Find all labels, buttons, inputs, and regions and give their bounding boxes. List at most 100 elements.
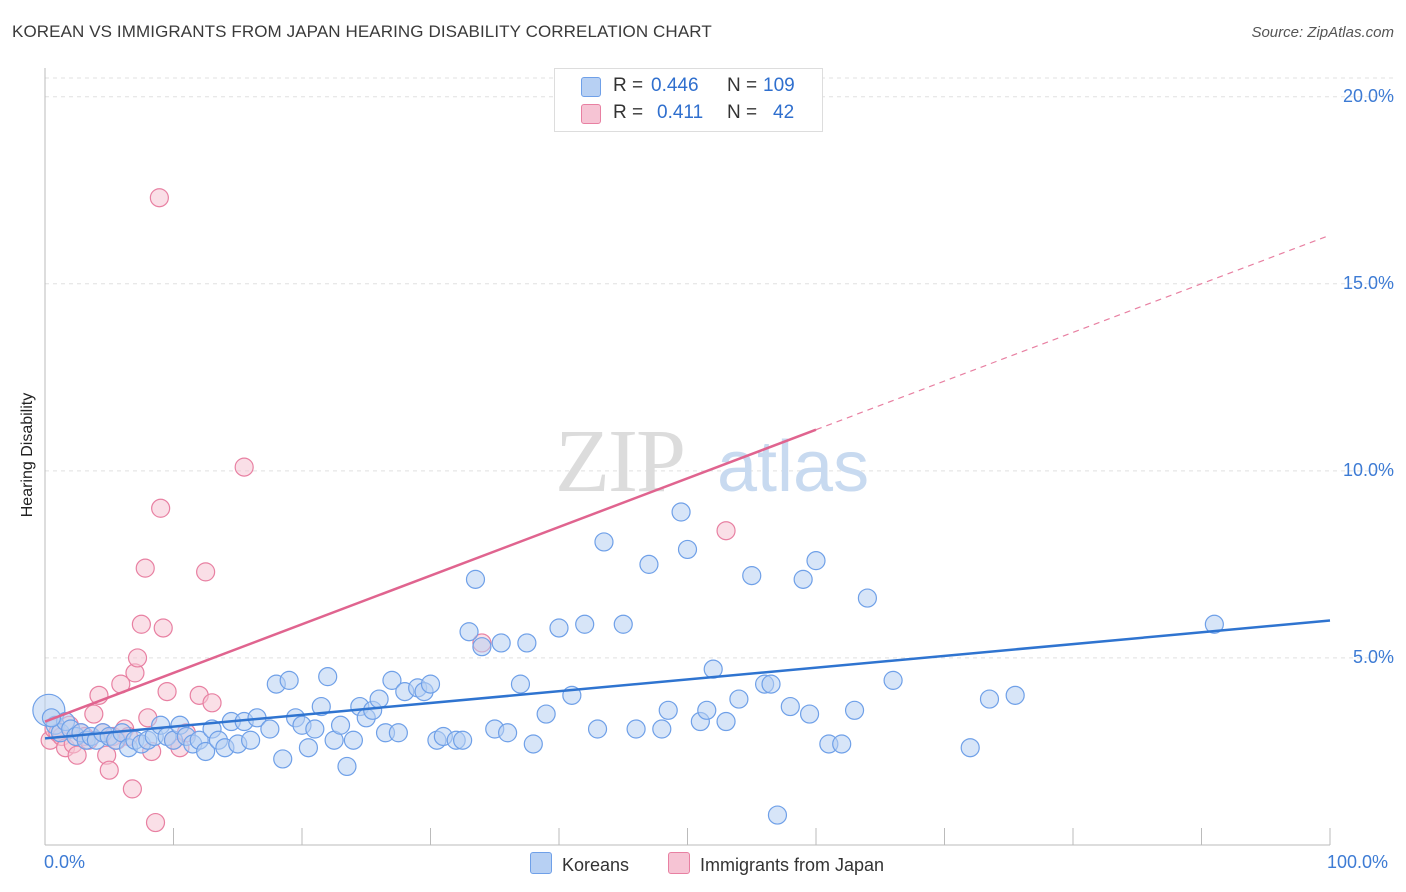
data-point xyxy=(465,569,486,589)
bottom-legend-label-koreans: Koreans xyxy=(562,855,630,875)
legend-n-value: 42 xyxy=(773,102,795,123)
data-point xyxy=(330,715,351,735)
data-point xyxy=(99,760,119,780)
trend-line-japan-extension xyxy=(815,234,1331,431)
data-point xyxy=(498,723,518,743)
data-point xyxy=(472,637,492,657)
bottom-legend-japan: Immigrants from Japan xyxy=(668,852,884,876)
data-point xyxy=(234,457,254,477)
data-point xyxy=(883,670,903,690)
legend: R = 0.446 N = 109 R = 0.411 N = 42 xyxy=(554,68,823,132)
data-point xyxy=(273,749,293,769)
data-point xyxy=(761,674,781,694)
y-tick-label: 10.0% xyxy=(1342,459,1394,480)
watermark: ZIP atlas xyxy=(555,412,869,511)
bottom-legend-koreans: Koreans xyxy=(530,852,629,876)
data-point xyxy=(122,779,142,799)
data-point xyxy=(658,700,678,720)
y-tick-label: 5.0% xyxy=(1352,646,1394,667)
data-point xyxy=(1005,685,1025,705)
data-point xyxy=(305,719,325,739)
series-koreans xyxy=(32,502,1224,825)
data-point xyxy=(639,554,659,574)
data-point xyxy=(587,719,608,739)
data-point xyxy=(369,689,389,709)
data-point xyxy=(135,558,155,578)
data-point xyxy=(793,569,813,589)
legend-n-label: N = xyxy=(727,102,758,123)
data-point xyxy=(196,741,216,762)
x-tick-label-max: 100.0% xyxy=(1327,852,1389,872)
bottom-legend-label-japan: Immigrants from Japan xyxy=(700,855,885,875)
data-point xyxy=(337,756,357,777)
legend-r-value: 0.446 xyxy=(651,75,699,96)
legend-r-label: R = xyxy=(613,75,644,96)
data-point xyxy=(382,670,402,690)
y-tick-label: 15.0% xyxy=(1342,272,1394,293)
bottom-legend-swatch-japan xyxy=(668,852,690,874)
data-point xyxy=(149,188,169,208)
data-point xyxy=(697,700,717,720)
data-point xyxy=(523,734,543,754)
data-point xyxy=(260,719,280,739)
x-tick-label-min: 0.0% xyxy=(44,852,86,872)
data-point xyxy=(151,498,171,518)
data-point xyxy=(420,674,441,694)
trend-line-koreans xyxy=(44,619,1331,740)
gridlines xyxy=(45,77,1395,659)
data-point xyxy=(196,562,216,582)
data-point xyxy=(388,723,408,743)
data-point xyxy=(832,734,852,754)
legend-swatch-japan xyxy=(581,104,601,124)
data-point xyxy=(671,502,691,522)
data-point xyxy=(491,633,511,653)
data-point xyxy=(716,711,736,732)
data-point xyxy=(84,704,104,724)
data-point xyxy=(298,738,319,758)
data-point xyxy=(575,614,595,634)
chart-title: KOREAN VS IMMIGRANTS FROM JAPAN HEARING … xyxy=(12,22,712,41)
data-point xyxy=(742,566,762,586)
data-point xyxy=(652,719,672,739)
legend-swatch-koreans xyxy=(581,77,601,97)
data-point xyxy=(613,614,633,634)
data-point xyxy=(716,521,736,541)
data-point xyxy=(131,614,151,634)
svg-text:ZIP: ZIP xyxy=(555,412,684,511)
data-point xyxy=(626,719,646,739)
data-point xyxy=(1204,614,1224,634)
svg-text:atlas: atlas xyxy=(717,427,869,507)
bottom-legend-swatch-koreans xyxy=(530,852,552,874)
data-point xyxy=(844,700,865,720)
data-point xyxy=(960,738,980,758)
data-point xyxy=(157,681,177,702)
data-point xyxy=(318,667,338,687)
data-point xyxy=(979,689,1000,709)
legend-n-label: N = xyxy=(727,75,758,96)
data-point xyxy=(549,618,569,638)
data-point xyxy=(677,539,698,560)
data-point xyxy=(459,622,479,642)
data-point xyxy=(202,693,222,713)
data-point xyxy=(241,730,261,750)
data-point xyxy=(517,633,537,653)
data-point xyxy=(311,696,331,717)
data-point xyxy=(510,674,531,694)
data-point xyxy=(594,532,614,552)
data-point xyxy=(127,648,148,668)
trend-line-japan xyxy=(44,428,817,723)
legend-r-value: 0.411 xyxy=(657,102,704,123)
trend-lines xyxy=(44,234,1331,740)
data-point xyxy=(67,745,87,765)
data-point xyxy=(780,696,800,717)
legend-n-value: 109 xyxy=(763,75,795,96)
data-point xyxy=(453,730,473,750)
data-point xyxy=(536,704,556,724)
data-point xyxy=(799,704,820,724)
data-point xyxy=(729,689,749,709)
source-label: Source: ZipAtlas.com xyxy=(1251,24,1394,41)
data-point xyxy=(153,618,173,638)
data-point xyxy=(145,812,166,833)
y-tick-label: 20.0% xyxy=(1342,85,1394,106)
